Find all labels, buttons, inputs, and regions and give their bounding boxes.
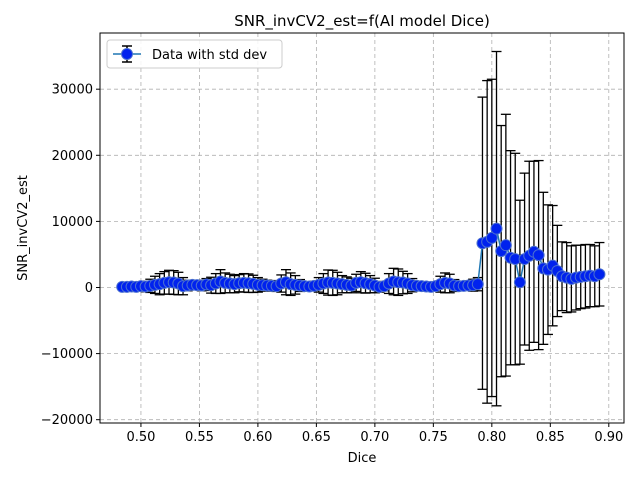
- x-axis-title: Dice: [348, 451, 377, 466]
- data-point: [593, 268, 606, 281]
- x-tick-label: 0.50: [126, 430, 155, 445]
- data-point: [532, 249, 545, 262]
- data-point: [513, 276, 526, 289]
- legend-label: Data with std dev: [152, 48, 267, 63]
- x-tick-label: 0.65: [302, 430, 331, 445]
- y-tick-label: 0: [85, 281, 93, 296]
- x-tick-label: 0.85: [536, 430, 565, 445]
- y-tick-label: 10000: [52, 215, 93, 230]
- legend-marker-swatch: [121, 48, 133, 60]
- data-point: [499, 239, 512, 252]
- y-tick-label: −10000: [41, 347, 93, 362]
- data-point: [490, 222, 503, 235]
- x-tick-label: 0.80: [477, 430, 506, 445]
- legend: Data with std dev: [106, 39, 283, 69]
- y-axis-title: SNR_invCV2_est: [16, 175, 31, 281]
- x-tick-label: 0.70: [360, 430, 389, 445]
- plot-data: [116, 50, 606, 407]
- y-tick-label: 20000: [52, 149, 93, 164]
- y-tick-label: 30000: [52, 83, 93, 98]
- x-tick-label: 0.60: [243, 430, 272, 445]
- x-tick-label: 0.90: [594, 430, 623, 445]
- legend-box: [106, 39, 283, 69]
- x-tick-label: 0.75: [419, 430, 448, 445]
- axis-ticks: 0.50 0.55 0.60 0.65 0.70 0.75 0.80 0.85 0.90 −200…: [41, 83, 624, 445]
- chart-title: SNR_invCV2_est=f(AI model Dice): [234, 12, 490, 31]
- plot-frame: [99, 32, 625, 424]
- data-point: [471, 278, 484, 291]
- y-tick-label: −20000: [41, 413, 93, 428]
- x-tick-label: 0.55: [185, 430, 214, 445]
